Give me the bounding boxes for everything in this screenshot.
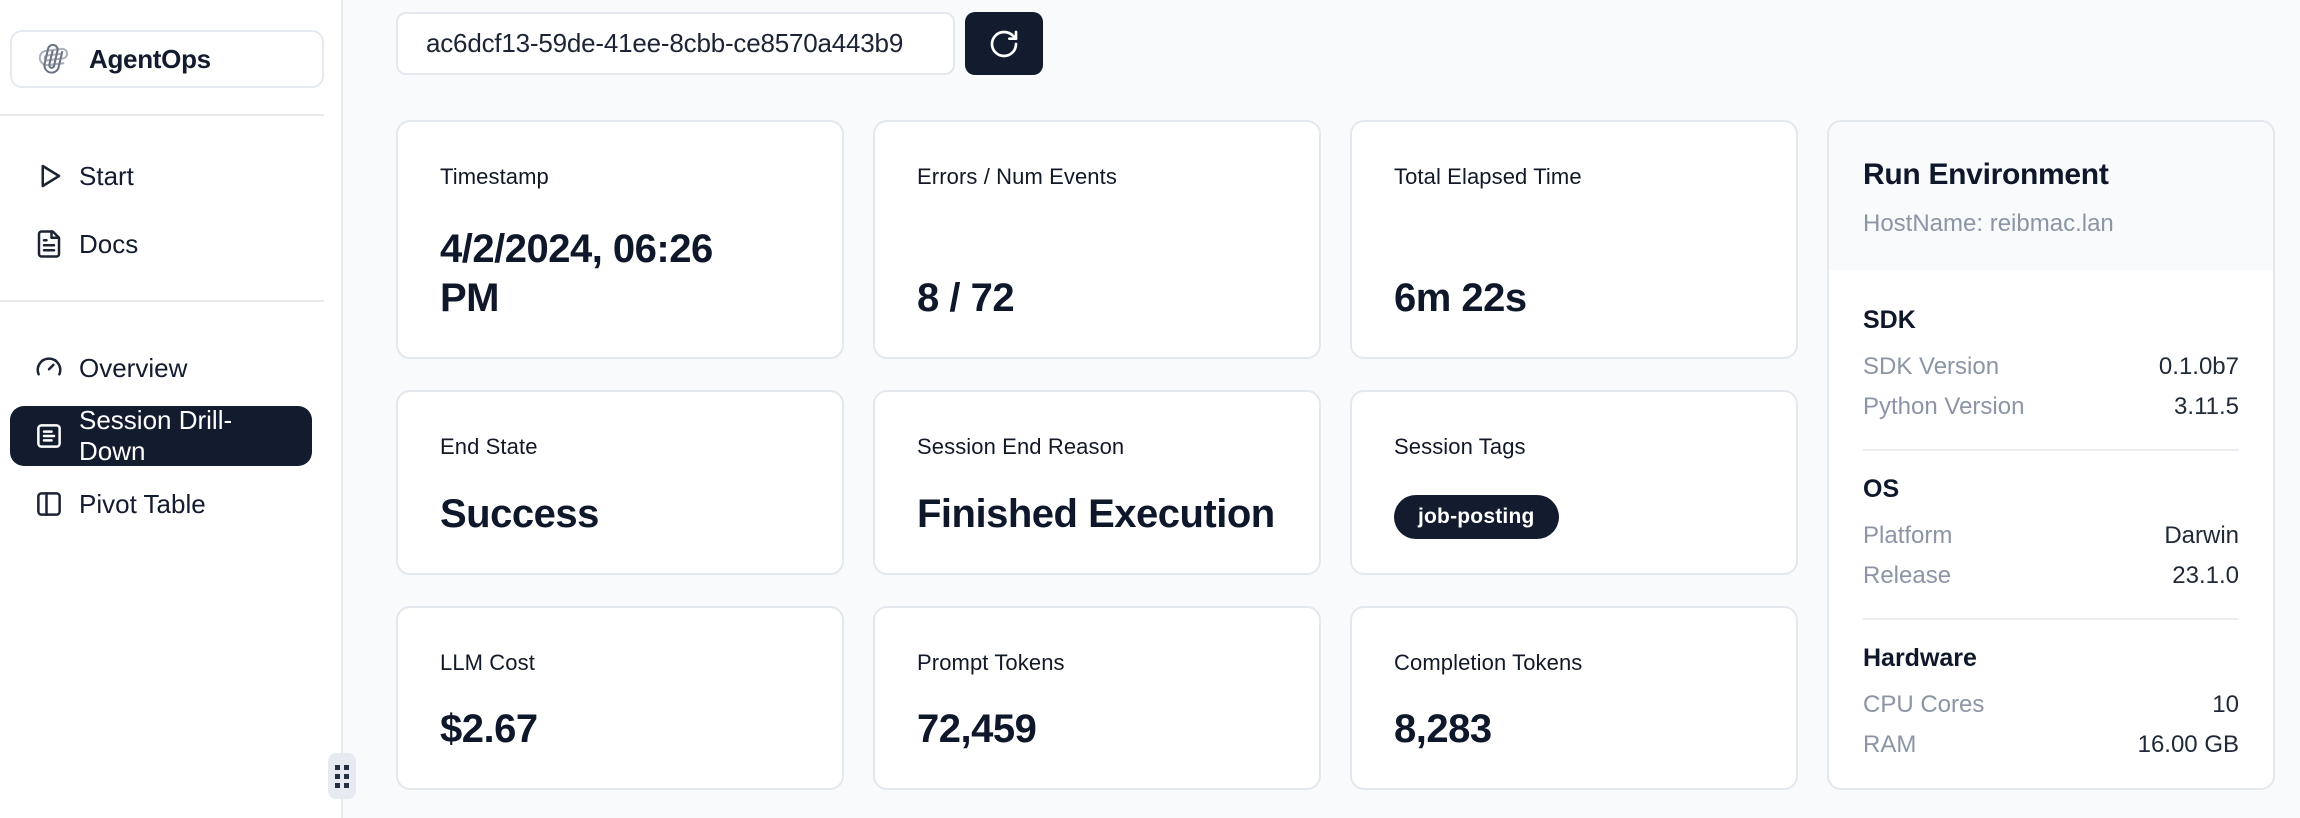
env-section-heading-sdk: SDK xyxy=(1863,306,1916,334)
grip-dot xyxy=(335,764,340,770)
refresh-button[interactable] xyxy=(965,12,1043,75)
card-label: End State xyxy=(440,434,538,459)
sidebar-item-start[interactable]: Start xyxy=(10,146,312,206)
refresh-icon xyxy=(988,28,1020,60)
sidebar-item-label: Overview xyxy=(79,352,188,383)
metrics-grid: Timestamp 4/2/2024, 06:26 PM Errors / Nu… xyxy=(396,120,2300,790)
card-label: Total Elapsed Time xyxy=(1394,164,1582,189)
sidebar-nav-top: Start Docs xyxy=(0,116,341,274)
sidebar-item-label: Session Drill-Down xyxy=(79,405,233,466)
run-environment-body: SDK SDK Version 0.1.0b7 Python Version 3… xyxy=(1829,270,2273,765)
card-session-tags: Session Tags job-posting xyxy=(1350,390,1798,575)
env-row-value: 0.1.0b7 xyxy=(2158,353,2239,380)
card-label: Prompt Tokens xyxy=(917,650,1065,675)
env-section-divider xyxy=(1863,618,2239,620)
sidebar-item-label: Pivot Table xyxy=(79,488,206,519)
play-icon xyxy=(34,161,64,191)
card-value: Finished Execution xyxy=(917,492,1275,537)
main-content: Timestamp 4/2/2024, 06:26 PM Errors / Nu… xyxy=(343,0,2300,818)
sidebar: AgentOps Start Docs xyxy=(0,0,341,818)
env-row-label: Release xyxy=(1863,562,1952,589)
card-label: Timestamp xyxy=(440,164,549,189)
card-value: 4/2/2024, 06:26 PM xyxy=(440,227,713,321)
env-row: Python Version 3.11.5 xyxy=(1863,387,2239,427)
card-label: LLM Cost xyxy=(440,650,535,675)
sidebar-item-label: Docs xyxy=(79,228,139,259)
docs-icon xyxy=(34,229,64,259)
panel-resize-handle[interactable] xyxy=(328,753,356,799)
card-value: 72,459 xyxy=(917,707,1037,752)
card-end-state: End State Success xyxy=(396,390,844,575)
card-completion-tokens: Completion Tokens 8,283 xyxy=(1350,606,1798,790)
card-value: Success xyxy=(440,492,599,537)
env-row-value: 16.00 GB xyxy=(2137,731,2239,758)
env-section-divider xyxy=(1863,449,2239,451)
card-value: 6m 22s xyxy=(1394,276,1527,321)
sidebar-divider xyxy=(0,114,324,116)
logo-box[interactable]: AgentOps xyxy=(10,30,324,88)
card-label: Errors / Num Events xyxy=(917,164,1117,189)
card-errors-num-events: Errors / Num Events 8 / 72 xyxy=(873,120,1321,359)
card-llm-cost: LLM Cost $2.67 xyxy=(396,606,844,790)
session-log-icon xyxy=(34,421,64,451)
run-environment-title: Run Environment xyxy=(1863,158,2109,191)
run-environment-header: Run Environment HostName: reibmac.lan xyxy=(1829,122,2273,270)
run-environment-hostname: HostName: reibmac.lan xyxy=(1863,210,2114,237)
sidebar-item-label: Start xyxy=(79,160,134,191)
env-row-value: Darwin xyxy=(2164,522,2239,549)
card-label: Session End Reason xyxy=(917,434,1125,459)
grip-dot xyxy=(344,782,349,788)
card-value: 8 / 72 xyxy=(917,276,1015,321)
grip-dot xyxy=(344,764,349,770)
run-environment-panel: Run Environment HostName: reibmac.lan SD… xyxy=(1827,120,2275,790)
env-row-label: CPU Cores xyxy=(1863,691,1985,718)
env-section-heading-os: OS xyxy=(1863,475,1900,503)
env-section-heading-hardware: Hardware xyxy=(1863,644,1977,672)
panel-split-icon xyxy=(34,489,64,519)
env-row: Platform Darwin xyxy=(1863,516,2239,556)
session-id-input[interactable] xyxy=(396,12,955,75)
env-row-label: Platform xyxy=(1863,522,1953,549)
env-row-label: RAM xyxy=(1863,731,1917,758)
sidebar-item-pivot-table[interactable]: Pivot Table xyxy=(10,474,312,534)
sidebar-nav-main: Overview Session Drill-Down xyxy=(0,302,341,534)
env-row: Release 23.1.0 xyxy=(1863,556,2239,596)
card-label: Completion Tokens xyxy=(1394,650,1583,675)
sidebar-item-session-drill-down[interactable]: Session Drill-Down xyxy=(10,405,312,466)
topbar xyxy=(396,12,2300,75)
card-total-elapsed-time: Total Elapsed Time 6m 22s xyxy=(1350,120,1798,359)
tag-badge: job-posting xyxy=(1394,495,1559,539)
panel-divider xyxy=(328,0,356,818)
env-row: RAM 16.00 GB xyxy=(1863,725,2239,765)
grip-dot xyxy=(344,773,349,779)
env-row-label: SDK Version xyxy=(1863,353,2000,380)
card-prompt-tokens: Prompt Tokens 72,459 xyxy=(873,606,1321,790)
card-timestamp: Timestamp 4/2/2024, 06:26 PM xyxy=(396,120,844,359)
env-row-label: Python Version xyxy=(1863,393,2025,420)
sidebar-divider xyxy=(0,300,324,302)
grip-dot xyxy=(335,782,340,788)
env-row: SDK Version 0.1.0b7 xyxy=(1863,347,2239,387)
env-row: CPU Cores 10 xyxy=(1863,685,2239,725)
grip-dot xyxy=(335,773,340,779)
sidebar-item-overview[interactable]: Overview xyxy=(10,338,312,398)
card-value: 8,283 xyxy=(1394,707,1492,752)
env-row-value: 23.1.0 xyxy=(2172,562,2239,589)
env-row-value: 10 xyxy=(2212,691,2239,718)
gauge-icon xyxy=(34,353,64,383)
card-session-end-reason: Session End Reason Finished Execution xyxy=(873,390,1321,575)
logo-text: AgentOps xyxy=(89,43,211,74)
card-label: Session Tags xyxy=(1394,434,1526,459)
env-row-value: 3.11.5 xyxy=(2174,393,2239,420)
agentops-paperclips-logo-icon xyxy=(36,41,72,77)
card-value: $2.67 xyxy=(440,707,538,752)
sidebar-item-docs[interactable]: Docs xyxy=(10,214,312,274)
